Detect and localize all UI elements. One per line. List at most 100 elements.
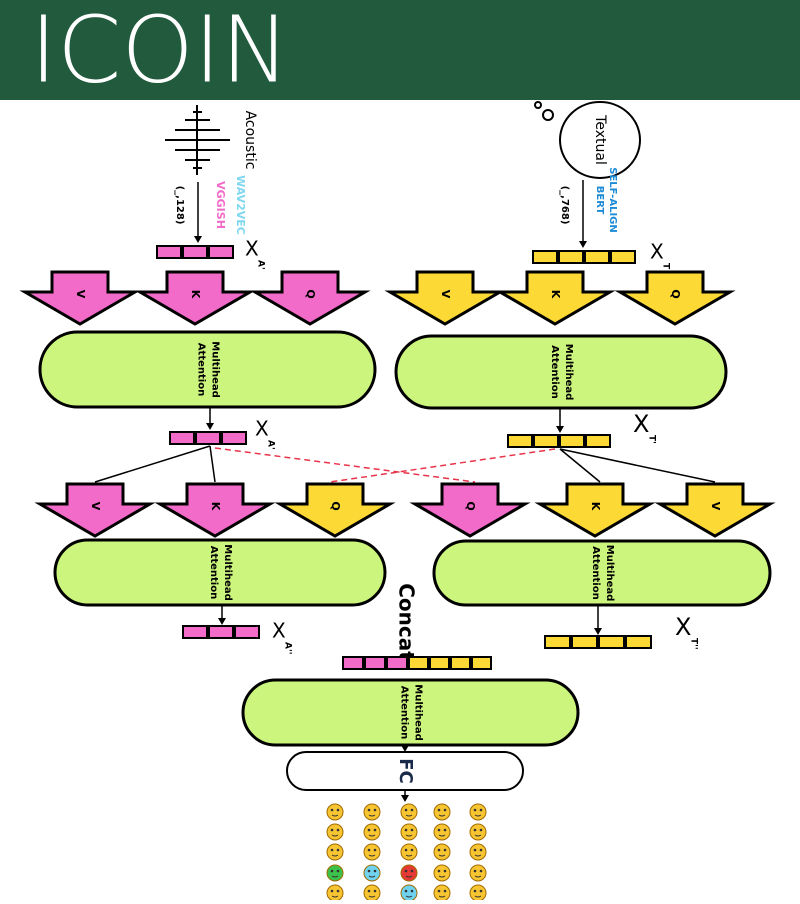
attention-input-arrow	[614, 270, 736, 326]
attention-input-arrow	[134, 270, 256, 326]
emoji-face	[469, 803, 487, 821]
feature-cell	[364, 656, 386, 670]
feature-cell	[221, 431, 247, 445]
emoji-eye	[479, 869, 483, 873]
emoji-eye	[330, 808, 334, 812]
emoji-face	[326, 803, 344, 821]
feature-cell	[182, 245, 208, 259]
block-label: Attention	[549, 345, 560, 398]
x-label: X	[255, 417, 269, 441]
emoji-eye	[367, 889, 371, 893]
multihead-attention-block	[241, 678, 580, 747]
modality-label: Textual	[592, 114, 608, 165]
emoji-eye	[330, 889, 334, 893]
multihead-attention-block	[38, 330, 377, 409]
x-label: X	[675, 613, 691, 641]
emoji-eye	[404, 808, 408, 812]
feature-cell	[471, 656, 492, 670]
concat-label: Concat	[395, 583, 419, 661]
emoji-eye	[404, 828, 408, 832]
feature-cell	[195, 431, 221, 445]
emoji-mouth	[405, 895, 413, 898]
emoji-eye	[473, 808, 477, 812]
emoji-eye	[479, 808, 483, 812]
emoji-mouth	[368, 854, 376, 857]
emoji-mouth	[438, 814, 446, 817]
block-label: Attention	[208, 546, 219, 599]
arrow-letter: V	[89, 502, 102, 511]
emoji-face	[326, 843, 344, 861]
emoji-eye	[367, 808, 371, 812]
x-superscript: A''	[283, 642, 293, 654]
block-label: Multihead	[413, 684, 424, 741]
emoji-eye	[410, 848, 414, 852]
emoji-face	[469, 884, 487, 902]
emoji-eye	[367, 828, 371, 832]
emoji-eye	[404, 869, 408, 873]
emoji-eye	[336, 808, 340, 812]
emoji-eye	[443, 869, 447, 873]
emoji-eye	[473, 869, 477, 873]
emoji-face	[433, 864, 451, 882]
feature-cell	[585, 434, 611, 448]
arrow-letter: V	[709, 502, 722, 511]
x-label: X	[245, 237, 259, 261]
feature-cell	[532, 250, 558, 264]
arrow-letter: K	[189, 290, 202, 299]
emoji-eye	[473, 848, 477, 852]
emoji-face	[400, 884, 418, 902]
block-label: Multihead	[210, 341, 221, 398]
emoji-face	[326, 823, 344, 841]
cross-arrow	[214, 447, 476, 483]
feature-cell	[584, 250, 610, 264]
feature-cell	[156, 245, 182, 259]
attention-input-arrow	[654, 482, 776, 538]
arrow-letter: Q	[464, 501, 477, 510]
emoji-eye	[473, 889, 477, 893]
shape-label: (_,768)	[559, 186, 570, 225]
feature-cell	[610, 250, 636, 264]
block-label: Attention	[399, 686, 410, 739]
block-label: Multihead	[563, 344, 574, 401]
emoji-eye	[330, 848, 334, 852]
arrow-letter: V	[74, 290, 87, 299]
x-superscript: A'	[266, 440, 276, 450]
block-label: Attention	[196, 343, 207, 396]
emoji-eye	[336, 869, 340, 873]
block-label: Attention	[590, 546, 601, 599]
x-superscript: T''	[689, 638, 699, 650]
x-label: X	[633, 410, 649, 438]
emoji-eye	[443, 848, 447, 852]
arrow-letter: V	[439, 290, 452, 299]
emoji-mouth	[438, 834, 446, 837]
emoji-eye	[479, 848, 483, 852]
emoji-eye	[330, 828, 334, 832]
emoji-face	[326, 864, 344, 882]
attention-input-arrow	[274, 482, 396, 538]
emoji-mouth	[474, 895, 482, 898]
arrow-head	[594, 628, 602, 635]
x-label: X	[272, 619, 286, 643]
emoji-eye	[410, 828, 414, 832]
emoji-eye	[437, 869, 441, 873]
emoji-face	[469, 823, 487, 841]
attention-input-arrow	[534, 482, 656, 538]
feature-cell	[169, 431, 195, 445]
feature-cell	[182, 625, 208, 639]
feature-cell	[342, 656, 364, 670]
shape-label: (_,128)	[174, 186, 185, 225]
emoji-face	[433, 823, 451, 841]
emoji-mouth	[405, 875, 413, 878]
attention-input-arrow	[494, 270, 616, 326]
emoji-mouth	[405, 814, 413, 817]
feature-cell	[533, 434, 559, 448]
multihead-attention-block	[394, 334, 728, 410]
attention-input-arrow	[384, 270, 506, 326]
emoji-eye	[479, 828, 483, 832]
emoji-mouth	[438, 854, 446, 857]
emoji-face	[469, 843, 487, 861]
arrow-head	[401, 745, 409, 752]
emoji-mouth	[368, 834, 376, 837]
x-superscript: T	[661, 263, 671, 270]
emoji-face	[363, 884, 381, 902]
